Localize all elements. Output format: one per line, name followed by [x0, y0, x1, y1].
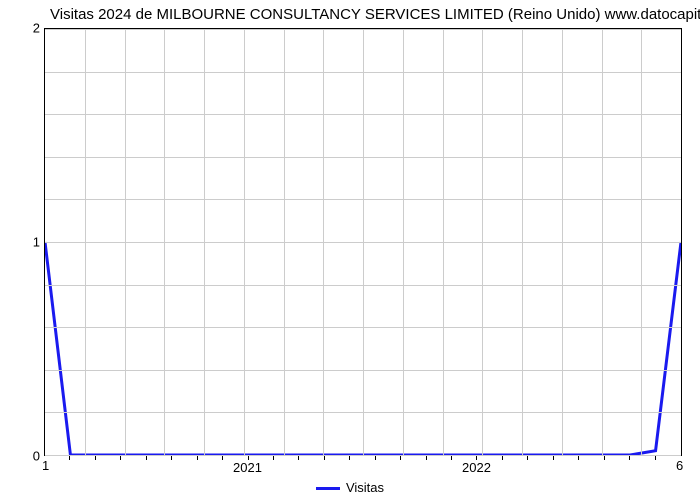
x-tick-mark [400, 456, 401, 460]
x-tick-mark [502, 456, 503, 460]
x-tick-mark [197, 456, 198, 460]
x-tick-mark [120, 456, 121, 460]
grid-horizontal [45, 29, 681, 30]
x-tick-label: 2021 [233, 460, 262, 475]
x-tick-mark [553, 456, 554, 460]
grid-horizontal [45, 455, 681, 456]
grid-horizontal [45, 412, 681, 413]
x-tick-mark [375, 456, 376, 460]
grid-horizontal [45, 157, 681, 158]
x-tick-mark [324, 456, 325, 460]
grid-horizontal [45, 327, 681, 328]
x-tick-label: 2022 [462, 460, 491, 475]
x-tick-mark [451, 456, 452, 460]
x-tick-mark [349, 456, 350, 460]
x-right-corner-label: 6 [676, 458, 683, 473]
y-tick-label: 1 [6, 235, 40, 250]
x-tick-mark [578, 456, 579, 460]
grid-horizontal [45, 242, 681, 243]
legend: Visitas [0, 480, 700, 495]
x-left-corner-label: 1 [42, 458, 49, 473]
plot-area [44, 28, 682, 456]
x-tick-mark [69, 456, 70, 460]
legend-label: Visitas [346, 480, 384, 495]
x-tick-mark [527, 456, 528, 460]
grid-horizontal [45, 72, 681, 73]
grid-horizontal [45, 285, 681, 286]
y-tick-label: 2 [6, 21, 40, 36]
x-tick-mark [273, 456, 274, 460]
grid-horizontal [45, 199, 681, 200]
x-tick-mark [95, 456, 96, 460]
x-tick-mark [629, 456, 630, 460]
x-tick-mark [426, 456, 427, 460]
x-tick-mark [171, 456, 172, 460]
x-tick-mark [146, 456, 147, 460]
x-tick-mark [298, 456, 299, 460]
x-tick-mark [655, 456, 656, 460]
chart-container: Visitas 2024 de MILBOURNE CONSULTANCY SE… [0, 0, 700, 500]
x-tick-mark [604, 456, 605, 460]
grid-horizontal [45, 114, 681, 115]
legend-swatch [316, 487, 340, 490]
chart-title: Visitas 2024 de MILBOURNE CONSULTANCY SE… [50, 6, 690, 23]
x-tick-mark [222, 456, 223, 460]
grid-horizontal [45, 370, 681, 371]
y-tick-label: 0 [6, 449, 40, 464]
